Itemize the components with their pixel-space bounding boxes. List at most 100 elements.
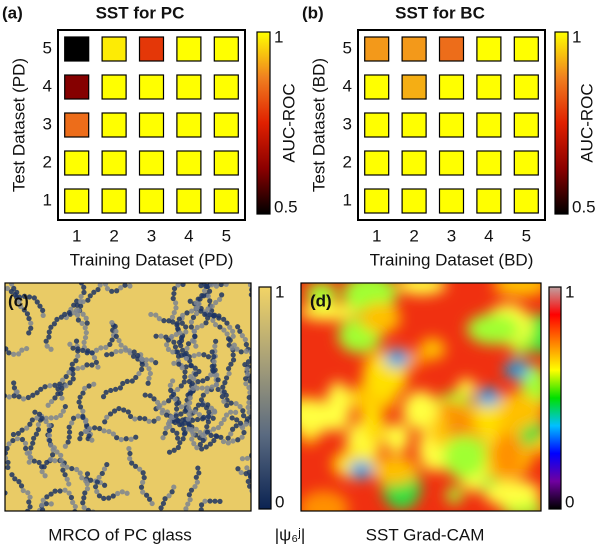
particle <box>226 366 231 371</box>
particle <box>30 417 35 422</box>
particle <box>170 315 175 320</box>
particle <box>173 397 178 402</box>
particle <box>193 372 198 377</box>
particle <box>212 408 217 413</box>
particle <box>184 351 189 356</box>
particle <box>5 465 10 470</box>
particle <box>199 512 204 517</box>
heatmap-cell <box>102 113 126 137</box>
heatmap-cell <box>214 189 238 213</box>
x-tick-label: 4 <box>484 226 493 245</box>
particle <box>203 320 208 325</box>
particle <box>202 516 207 521</box>
particle <box>167 450 172 455</box>
particle <box>191 432 196 437</box>
particle <box>11 380 16 385</box>
particle <box>159 515 164 520</box>
particle <box>171 340 176 345</box>
particle <box>279 346 284 351</box>
y-tick-label: 5 <box>43 38 52 57</box>
particle <box>221 521 226 526</box>
particle <box>62 472 67 477</box>
particle <box>187 400 192 405</box>
particle <box>86 383 91 388</box>
particle <box>230 345 235 350</box>
particle <box>178 411 183 416</box>
particle <box>200 402 205 407</box>
particle <box>21 517 26 522</box>
particle <box>167 424 172 429</box>
particle <box>92 425 97 430</box>
particle <box>210 364 215 369</box>
particle <box>0 343 4 348</box>
particle <box>233 410 238 415</box>
particle <box>219 292 224 297</box>
particle <box>78 299 83 304</box>
particle <box>21 396 26 401</box>
particle <box>16 519 21 524</box>
colorbar-tick-label: 0.5 <box>274 197 298 216</box>
particle <box>5 460 10 465</box>
particle <box>24 346 29 351</box>
particle <box>89 437 94 442</box>
particle <box>67 490 72 495</box>
heatmap-cell <box>365 75 389 99</box>
particle <box>207 498 212 503</box>
particle <box>7 394 12 399</box>
particle <box>170 378 175 383</box>
particle <box>102 276 107 281</box>
y-axis-label: Test Dataset (BD) <box>309 58 328 192</box>
colorbar-tick-label: 1 <box>565 282 574 301</box>
particle <box>28 321 33 326</box>
particle <box>120 489 125 494</box>
particle <box>215 377 220 382</box>
particle <box>32 410 37 415</box>
heatmap-cell <box>365 113 389 137</box>
particle <box>141 470 146 475</box>
particle <box>175 321 180 326</box>
particle <box>231 275 236 280</box>
particle <box>204 424 209 429</box>
heat-blob <box>483 393 493 401</box>
particle <box>254 452 259 457</box>
particle <box>189 324 194 329</box>
particle <box>80 348 85 353</box>
y-tick-label: 3 <box>43 114 52 133</box>
particle <box>30 393 35 398</box>
particle <box>27 495 32 500</box>
heat-blob <box>419 338 445 360</box>
particle <box>246 405 251 410</box>
particle <box>47 383 52 388</box>
particle <box>105 286 110 291</box>
particle <box>85 271 90 276</box>
heat-blob <box>372 456 418 485</box>
particle <box>84 330 89 335</box>
particle <box>118 385 123 390</box>
particle <box>158 505 163 510</box>
particle <box>168 383 173 388</box>
heatmap-cell <box>402 189 426 213</box>
figure: SST for PC1234512345Training Dataset (PD… <box>0 0 609 551</box>
particle <box>125 379 130 384</box>
particle <box>104 352 109 357</box>
particle <box>196 470 201 475</box>
particle <box>102 419 107 424</box>
particle <box>191 376 196 381</box>
particle <box>52 489 57 494</box>
particle <box>108 388 113 393</box>
particle <box>245 371 250 376</box>
particle <box>3 346 8 351</box>
colorbar <box>549 287 561 509</box>
particle <box>171 484 176 489</box>
heat-blob <box>384 423 410 454</box>
particle <box>253 492 258 497</box>
particle <box>74 467 79 472</box>
particle <box>104 390 109 395</box>
particle <box>79 475 84 480</box>
particle <box>0 282 1 287</box>
particle <box>190 381 195 386</box>
heatmap-cell <box>365 189 389 213</box>
y-axis-label: Test Dataset (PD) <box>9 58 28 192</box>
particle <box>113 349 118 354</box>
particle <box>101 428 106 433</box>
